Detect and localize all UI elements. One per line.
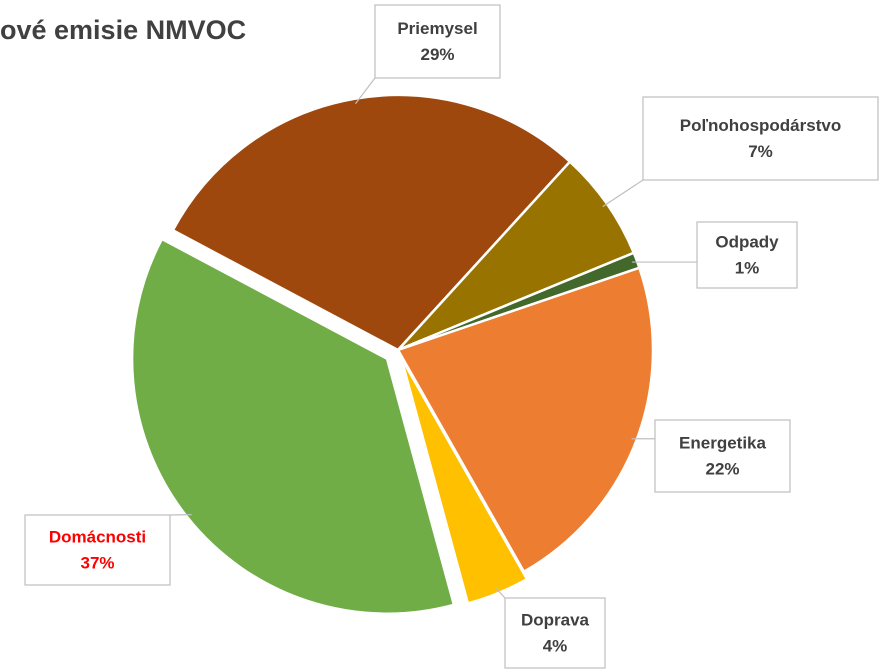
value-label: 37% [80, 553, 114, 572]
value-label: 22% [705, 459, 739, 478]
value-label: 7% [748, 142, 773, 161]
slice-label: Doprava [521, 610, 590, 629]
label-box [504, 597, 606, 669]
slice-label: Domácnosti [49, 527, 146, 546]
slice-label: Priemysel [397, 19, 477, 38]
pie-slice [171, 93, 572, 352]
pie-slice [396, 266, 655, 574]
leader-line [602, 179, 644, 208]
value-label: 1% [735, 258, 760, 277]
leader-line [354, 77, 376, 105]
slice-label: Odpady [715, 232, 779, 251]
value-label: 4% [543, 636, 568, 655]
slice-label: Poľnohospodárstvo [680, 116, 841, 135]
label-box [374, 4, 501, 79]
label-box [24, 514, 171, 586]
label-box [642, 96, 879, 181]
pie-slice [399, 356, 529, 606]
pie-slice [130, 237, 456, 615]
chart-title: ové emisie NMVOC [0, 15, 246, 45]
value-label: 29% [420, 45, 454, 64]
label-box [654, 419, 791, 493]
slice-label: Energetika [679, 433, 766, 452]
label-box [696, 221, 798, 289]
leader-line [495, 588, 506, 599]
